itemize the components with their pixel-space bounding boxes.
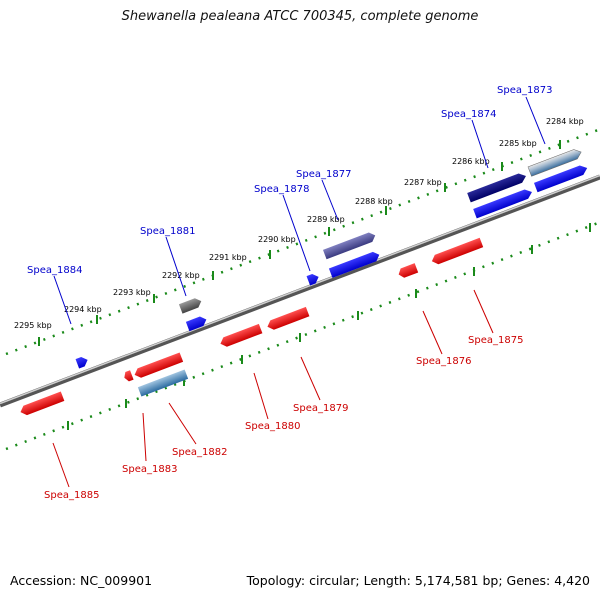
- scale-label: 2295 kbp: [14, 321, 52, 330]
- scale-label: 2290 kbp: [258, 235, 296, 244]
- gene-label: Spea_1873: [497, 85, 552, 96]
- scale-label: 2291 kbp: [209, 253, 247, 262]
- gene-spea-1876[interactable]: [397, 263, 419, 279]
- scale-label: 2285 kbp: [499, 139, 537, 148]
- gene-label: Spea_1880: [245, 421, 300, 432]
- gene-spea-1873[interactable]: [527, 147, 583, 177]
- gene-label: Spea_1883: [122, 464, 177, 475]
- gene-spea-1878[interactable]: [306, 272, 321, 286]
- scale-label: 2284 kbp: [546, 117, 584, 126]
- scale-label: 2292 kbp: [162, 271, 200, 280]
- scale-label: 2293 kbp: [113, 288, 151, 297]
- gene-label: Spea_1884: [27, 265, 82, 276]
- gene-spea-1881[interactable]: [178, 296, 203, 314]
- accession-label: Accession: NC_009901: [10, 573, 153, 588]
- gene-spea-1885[interactable]: [19, 391, 65, 417]
- genome-backbone: [0, 174, 600, 408]
- gene-label: Spea_1876: [416, 356, 471, 367]
- gene-label: Spea_1877: [296, 169, 351, 180]
- gene-spea-1883[interactable]: [123, 370, 134, 382]
- gene-spea-1873-lower[interactable]: [533, 163, 589, 193]
- gene-label: Spea_1878: [254, 184, 309, 195]
- gene-spea-1882[interactable]: [133, 352, 184, 379]
- gene-spea-1881-lower[interactable]: [185, 315, 208, 332]
- gene-spea-1879[interactable]: [266, 306, 310, 332]
- genome-backbone-highlight: [0, 174, 600, 405]
- map-title: Shewanella pealeana ATCC 700345, complet…: [121, 9, 479, 24]
- gene-label: Spea_1874: [441, 109, 496, 120]
- gene-spea-1877-lower[interactable]: [328, 250, 381, 278]
- gene-label: Spea_1885: [44, 490, 99, 501]
- gene-spea-1882-lower[interactable]: [137, 369, 189, 397]
- gene-spea-1880[interactable]: [219, 323, 263, 349]
- gene-label: Spea_1875: [468, 335, 523, 346]
- gene-label: Spea_1881: [140, 226, 195, 237]
- scale-label: 2289 kbp: [307, 215, 345, 224]
- gene-spea-1874[interactable]: [467, 171, 528, 203]
- scale-label: 2286 kbp: [452, 157, 490, 166]
- gene-label: Spea_1879: [293, 403, 348, 414]
- gene-spea-1874-lower[interactable]: [473, 187, 534, 219]
- scale-label: 2287 kbp: [404, 178, 442, 187]
- gene-label: Spea_1882: [172, 447, 227, 458]
- leader-lines-plus: [53, 96, 546, 325]
- scale-label: 2288 kbp: [355, 197, 393, 206]
- leader-lines-minus: [52, 289, 494, 488]
- gene-spea-1884[interactable]: [75, 355, 90, 369]
- scale-label: 2294 kbp: [64, 305, 102, 314]
- genome-summary: Topology: circular; Length: 5,174,581 bp…: [246, 573, 590, 588]
- major-ticks-upper: [38, 140, 561, 346]
- gene-spea-1877[interactable]: [322, 231, 377, 260]
- gene-spea-1875[interactable]: [430, 237, 484, 266]
- scale-line-upper: [5, 128, 599, 356]
